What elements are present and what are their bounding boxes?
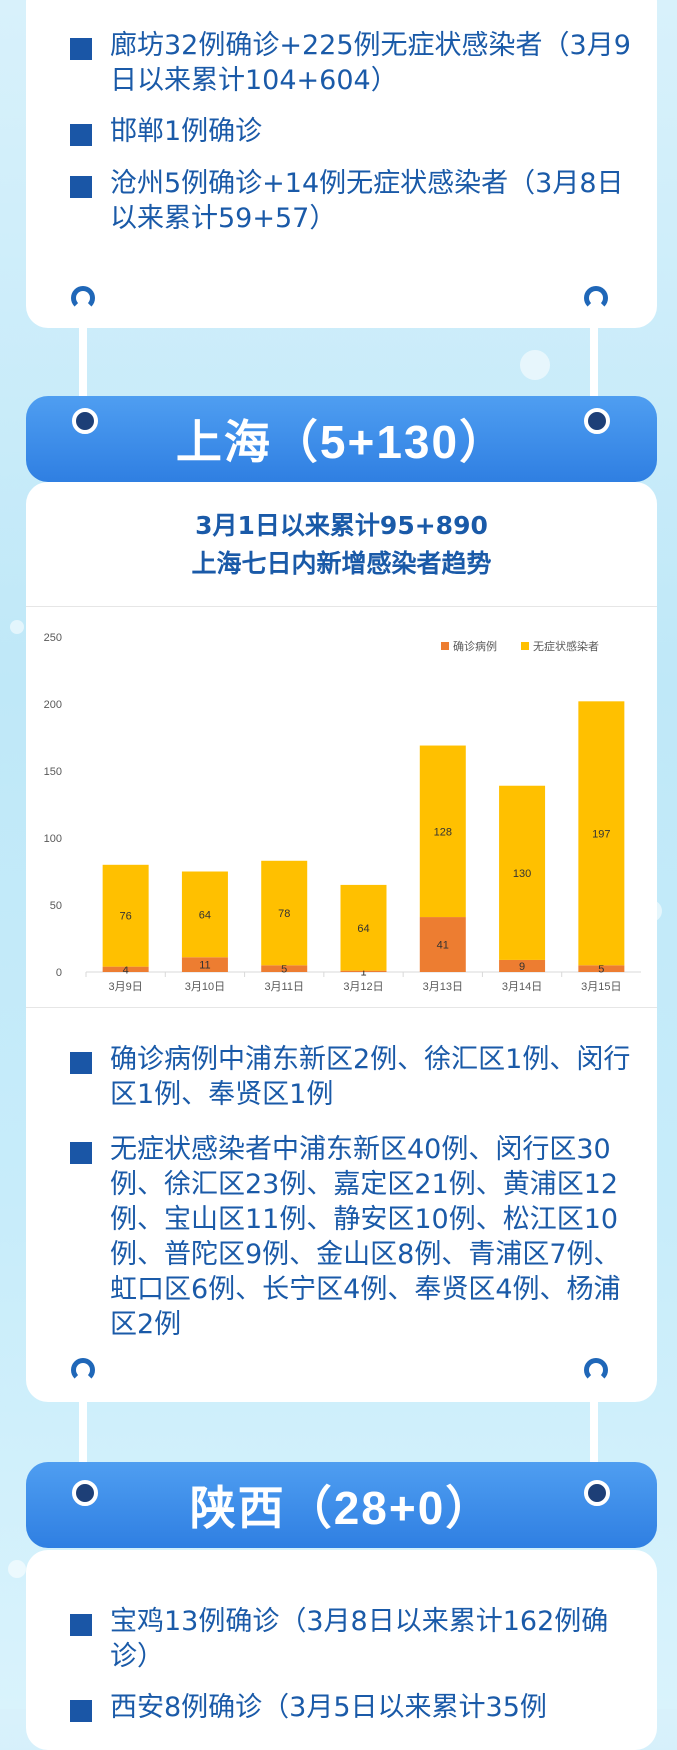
x-tick-label: 3月14日	[502, 981, 542, 993]
bullet-marker	[70, 1614, 92, 1636]
shanghai-bullet-2: 无症状感染者中浦东新区40例、闵行区30例、徐汇区23例、嘉定区21例、黄浦区1…	[110, 1134, 621, 1340]
y-tick-label: 0	[56, 967, 62, 979]
y-tick-label: 100	[44, 833, 62, 845]
data-label: 128	[434, 826, 452, 838]
bar-confirmed	[340, 970, 387, 972]
shaanxi-banner: 陕西（28+0）	[26, 1462, 657, 1548]
x-tick-label: 3月13日	[423, 981, 463, 993]
banner-dot	[584, 408, 610, 434]
ring-connector	[71, 286, 95, 310]
ring-connector	[584, 1358, 608, 1382]
ring-connector	[584, 286, 608, 310]
bar-asymptomatic	[578, 701, 625, 966]
hebei-bullet-1: 廊坊32例确诊+225例无症状感染者（3月9日以来累计104+604）	[110, 30, 631, 96]
chart-title-line1: 3月1日以来累计95+890	[195, 511, 488, 540]
y-tick-label: 150	[44, 766, 62, 778]
bar-asymptomatic	[340, 884, 387, 971]
data-label: 130	[513, 868, 531, 880]
shanghai-title: 上海（5+130）	[175, 416, 508, 468]
data-label: 78	[278, 908, 290, 920]
hebei-bullet-2: 邯郸1例确诊	[110, 116, 263, 147]
hebei-card	[26, 0, 657, 328]
chart-title-line2: 上海七日内新增感染者趋势	[191, 549, 492, 578]
connector-line	[590, 320, 598, 414]
bullet-marker	[70, 1700, 92, 1722]
bar-asymptomatic	[419, 745, 466, 918]
connector-line	[79, 320, 87, 414]
data-label: 5	[598, 964, 604, 976]
y-tick-label: 200	[44, 699, 62, 711]
bar-asymptomatic	[102, 864, 149, 967]
bullet-marker	[70, 176, 92, 198]
legend-label-confirmed: 确诊病例	[453, 639, 497, 653]
x-tick-label: 3月9日	[109, 981, 143, 993]
background-bubble	[8, 1560, 26, 1578]
bullet-marker	[70, 38, 92, 60]
banner-dot	[72, 1480, 98, 1506]
bullet-marker	[70, 124, 92, 146]
bullet-marker	[70, 1142, 92, 1164]
background-bubble	[520, 350, 550, 380]
banner-dot	[584, 1480, 610, 1506]
data-label: 64	[199, 909, 211, 921]
bullet-marker	[70, 1052, 92, 1074]
legend-swatch-confirmed	[441, 642, 449, 650]
data-label: 41	[437, 940, 449, 952]
x-tick-label: 3月15日	[581, 981, 621, 993]
y-tick-label: 50	[50, 900, 62, 912]
chart-frame: 0 50 100 150 200 250 4 76 3月9日 11 64 3月10日 5 78 3月11日 1…	[26, 606, 657, 1008]
data-label: 197	[592, 828, 610, 840]
bar-chart: 0 50 100 150 200 250 4 76 3月9日 11 64 3月10日 5 78 3月11日 1…	[44, 632, 641, 993]
bar-asymptomatic	[261, 860, 308, 966]
legend-swatch-asymptomatic	[521, 642, 529, 650]
data-label: 11	[199, 960, 210, 972]
bar-asymptomatic	[181, 871, 228, 958]
bar-confirmed	[261, 965, 308, 972]
x-tick-label: 3月12日	[343, 981, 383, 993]
banner-dot	[72, 408, 98, 434]
shanghai-bullet-1: 确诊病例中浦东新区2例、徐汇区1例、闵行区1例、奉贤区1例	[110, 1044, 631, 1110]
data-label: 76	[120, 911, 132, 923]
data-label: 5	[281, 964, 287, 976]
shaanxi-bullet-2: 西安8例确诊（3月5日以来累计35例	[110, 1692, 547, 1723]
x-tick-label: 3月11日	[264, 981, 304, 993]
data-label: 9	[519, 961, 525, 973]
background-bubble	[10, 620, 24, 634]
shaanxi-bullet-1: 宝鸡13例确诊（3月8日以来累计162例确诊）	[110, 1606, 609, 1672]
data-label: 64	[357, 923, 369, 935]
bar-confirmed	[419, 917, 466, 972]
x-tick-label: 3月10日	[185, 981, 225, 993]
shanghai-banner: 上海（5+130）	[26, 396, 657, 482]
hebei-bullet-3: 沧州5例确诊+14例无症状感染者（3月8日以来累计59+57）	[110, 168, 624, 234]
data-label: 4	[123, 964, 129, 976]
y-tick-label: 250	[44, 632, 62, 644]
ring-connector	[71, 1358, 95, 1382]
data-label: 1	[360, 966, 366, 978]
connector-line	[79, 1392, 87, 1492]
bar-confirmed	[499, 959, 546, 972]
bar-asymptomatic	[499, 785, 546, 960]
bar-confirmed	[578, 965, 625, 972]
shaanxi-title: 陕西（28+0）	[189, 1482, 494, 1534]
connector-line	[590, 1392, 598, 1492]
bar-confirmed	[181, 957, 228, 972]
legend-label-asymptomatic: 无症状感染者	[533, 639, 599, 653]
bar-confirmed	[102, 966, 149, 972]
